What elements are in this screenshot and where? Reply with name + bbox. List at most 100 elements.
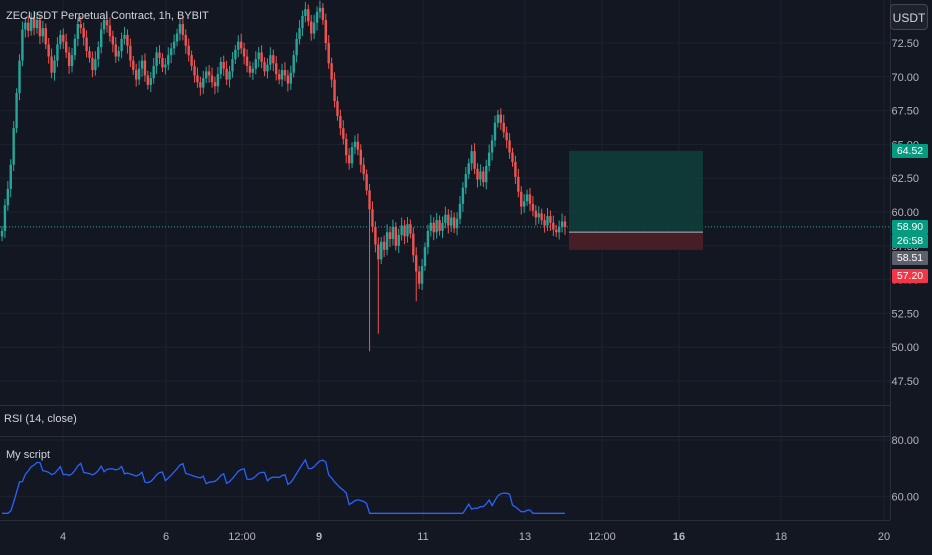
candle-body [251,68,255,73]
candle-body [563,221,567,227]
candle-body [356,141,360,150]
candle-body [289,72,292,84]
candle-body [371,209,374,227]
candle-body [184,34,187,46]
rsi-axis-tick: 60.00 [891,491,919,503]
candle-body [213,82,217,87]
chart-symbol-title[interactable]: ZECUSDT Perpetual Contract, 1h, BYBIT [6,10,209,22]
candle-body [79,24,82,29]
candle-body [272,55,275,64]
candle-body [0,230,4,237]
candle-body [3,205,7,231]
candle-body [32,17,36,29]
candle-body [327,43,330,64]
candle-body [432,222,435,233]
candle-body [441,222,444,231]
time-axis-tick: 16 [673,531,685,543]
candle-body [263,61,266,72]
script-indicator-label[interactable]: My script [6,449,50,461]
candle-body [181,24,185,35]
last-price-tag: 58.90 [892,220,928,234]
candle-body [158,52,161,58]
entry-price-tag: 58.51 [892,251,928,265]
candle-body [64,41,68,53]
candle-body [452,217,456,229]
price-axis-tick: 67.50 [891,106,919,118]
candle-body [470,151,473,164]
candle-body [528,194,532,204]
candle-body [62,34,65,42]
candle-body [137,68,141,80]
candle-body [97,47,100,60]
candle-body [312,22,316,34]
candle-body [412,233,415,256]
candle-body [248,65,252,73]
currency-button[interactable]: USDT [890,4,928,30]
candle-body [444,214,447,223]
candle-body [286,75,290,84]
pane-divider-top[interactable] [0,405,890,406]
candle-body [435,220,438,233]
candle-body [149,78,152,85]
candle-body [210,75,214,83]
candle-body [88,51,91,58]
candle-body [242,48,246,57]
candle-body [164,64,167,68]
candle-body [237,41,240,50]
candle-body [269,55,272,65]
candle-body [266,64,269,72]
price-axis-tick: 47.50 [891,376,919,388]
candle-body [102,20,106,30]
candle-body [508,140,511,153]
candle-body [347,155,351,164]
candle-body [415,255,418,272]
candle-body [315,11,319,23]
rsi-indicator-label[interactable]: RSI (14, close) [4,413,77,425]
candle-body [522,201,526,207]
candle-body [406,224,409,237]
candle-body [458,203,462,219]
candle-body [38,20,42,37]
pane-divider-rsi[interactable] [0,436,890,437]
candle-body [301,15,304,29]
candle-body [394,226,398,246]
candle-body [374,226,377,245]
candle-body [231,59,234,72]
candle-body [450,217,453,226]
candle-body [190,55,193,66]
stop-loss-price-tag: 57.20 [892,269,928,283]
candle-body [298,28,301,39]
candle-body [56,44,59,61]
take-profit-price-tag: 64.52 [892,144,928,158]
candle-body [234,49,237,60]
candle-body [132,60,135,71]
candle-body [476,168,479,180]
grid-lines [0,0,890,520]
price-axis-border [890,0,891,520]
candle-body [283,70,287,76]
price-axis-tick: 60.00 [891,207,919,219]
time-axis-divider [0,520,890,521]
candle-body [126,34,129,46]
candle-body [18,60,21,94]
candle-body [50,56,53,73]
time-axis-tick: 12:00 [588,531,616,543]
candle-body [260,52,263,62]
candle-body [216,74,220,87]
candle-body [275,63,278,75]
long-position-tool[interactable] [569,150,703,250]
candle-body [324,20,327,43]
candle-body [27,22,30,31]
candle-body [134,70,138,80]
candle-body [254,59,257,69]
candle-body [169,48,173,56]
candle-body [59,34,62,45]
candle-body [196,75,199,83]
candle-body [426,230,430,248]
candle-body [537,213,540,218]
candle-body [552,222,555,230]
candle-body [496,114,500,123]
candle-body [464,174,468,188]
